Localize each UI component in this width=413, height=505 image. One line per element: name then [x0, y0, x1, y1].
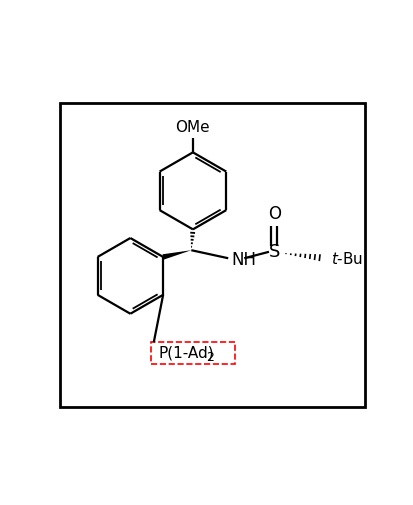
- Bar: [151, 342, 234, 364]
- Text: S: S: [268, 243, 280, 262]
- Text: NH: NH: [231, 251, 256, 269]
- Text: 2: 2: [206, 350, 214, 364]
- FancyBboxPatch shape: [59, 103, 364, 408]
- Text: P(1-Ad): P(1-Ad): [158, 346, 214, 361]
- Text: OMe: OMe: [175, 120, 210, 135]
- Text: $\it{t}$-Bu: $\it{t}$-Bu: [330, 251, 362, 267]
- Text: O: O: [268, 205, 280, 223]
- Polygon shape: [162, 250, 191, 260]
